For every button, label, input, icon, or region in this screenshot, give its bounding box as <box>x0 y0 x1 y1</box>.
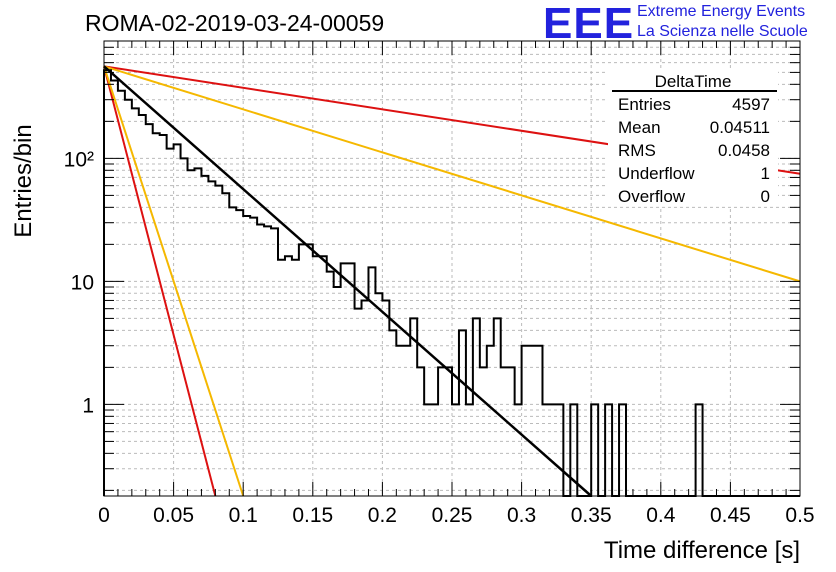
fit-curve-0 <box>103 65 593 497</box>
x-axis-label: Time difference [s] <box>604 537 800 564</box>
eee-logo: EEE <box>543 0 635 48</box>
x-tick-label: 0.5 <box>785 504 814 527</box>
x-tick-label: 0.3 <box>507 504 536 527</box>
fit-curve-3 <box>103 66 217 497</box>
stats-label: Overflow <box>618 187 686 206</box>
y-axis-label: Entries/bin <box>10 124 37 237</box>
stats-value: 1 <box>761 164 770 183</box>
histogram-outline <box>103 69 800 497</box>
branding-lines: Extreme Energy Events La Scienza nelle S… <box>637 2 808 42</box>
stats-value: 0 <box>761 187 770 206</box>
x-tick-label: 0.1 <box>229 504 258 527</box>
y-tick-label: 1 <box>82 394 94 417</box>
histogram <box>103 65 800 497</box>
x-tick-label: 0.15 <box>292 504 333 527</box>
stats-value: 0.0458 <box>718 141 770 160</box>
x-tick-label: 0.2 <box>368 504 397 527</box>
stats-value: 0.04511 <box>710 118 770 137</box>
x-tick-label: 0.35 <box>571 504 612 527</box>
x-tick-label: 0.05 <box>153 504 194 527</box>
x-tick-labels: 0 0.05 0.1 0.15 0.2 0.25 0.3 0.35 0.4 0.45 0.5 <box>98 504 814 527</box>
stats-label: RMS <box>618 141 656 160</box>
x-tick-label: 0.4 <box>646 504 676 527</box>
y-tick-labels: 1 10 10² <box>64 148 94 417</box>
fit-curve-4 <box>103 66 245 497</box>
stats-label: Mean <box>618 118 661 137</box>
y-tick-label: 10² <box>64 148 94 171</box>
y-tick-label: 10 <box>71 271 94 294</box>
axis-ticks <box>103 40 801 496</box>
x-tick-label: 0 <box>98 504 110 527</box>
fit-curve-2 <box>103 65 801 283</box>
branding-line-1: Extreme Energy Events <box>637 3 806 20</box>
chart-title: ROMA-02-2019-03-24-00059 <box>85 10 384 36</box>
grid <box>104 40 800 496</box>
stats-label: Underflow <box>618 164 695 183</box>
x-tick-label: 0.25 <box>432 504 473 527</box>
stats-label: Entries <box>618 95 671 114</box>
stats-box: DeltaTime Entries 4597 Mean 0.04511 RMS 0.045… <box>608 71 778 206</box>
stats-value: 4597 <box>732 95 770 114</box>
branding-line-2: La Scienza nelle Scuole <box>637 23 808 40</box>
stats-title: DeltaTime <box>655 72 732 91</box>
x-tick-label: 0.45 <box>710 504 751 527</box>
